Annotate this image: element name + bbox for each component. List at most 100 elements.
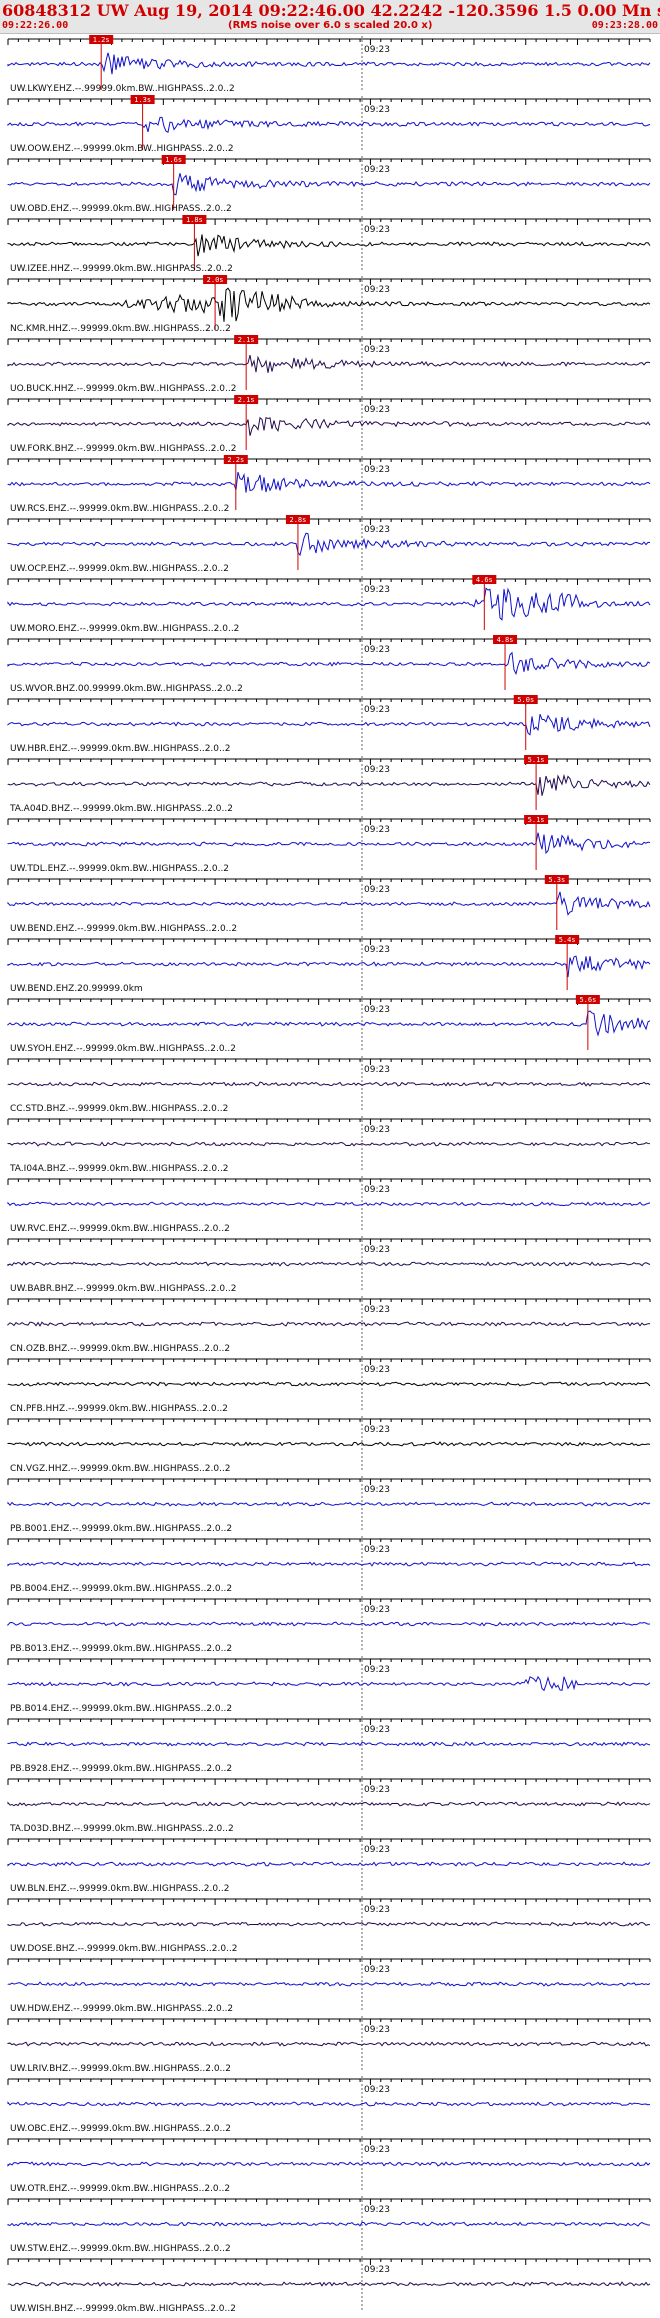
pick-label: 1.8s <box>186 216 203 224</box>
trace-panel: 09:23 PB.B004.EHZ.--.99999.0km.BW..HIGHPA… <box>7 1536 651 1594</box>
trace-panel: 09:23 PB.B928.EHZ.--.99999.0km.BW..HIGHPA… <box>7 1716 651 1774</box>
minute-label: 09:23 <box>364 1485 390 1495</box>
trace-panel: 09:23 UW.STW.EHZ.--.99999.0km.BW..HIGHPAS… <box>7 2196 651 2254</box>
minute-label: 09:23 <box>364 45 390 55</box>
waveform <box>7 287 651 322</box>
waveform <box>7 1861 651 1867</box>
station-label: UW.BEND.EHZ.--.99999.0km.BW..HIGHPASS..2… <box>10 924 237 934</box>
pick-badge <box>203 275 228 284</box>
minute-label: 09:23 <box>364 465 390 475</box>
waveform <box>7 1675 651 1692</box>
station-label: UW.SYOH.EHZ.--.99999.0km.BW..HIGHPASS..2… <box>10 1044 236 1054</box>
waveform <box>7 1741 651 1747</box>
trace-panel: 09:23 2.1s UW.FORK.BHZ.--.99999.0km.BW..HI… <box>7 395 651 454</box>
station-label: UW.LKWY.EHZ.--.99999.0km.BW..HIGHPASS..2… <box>10 84 235 94</box>
trace-panel: 09:23 5.1s TA.A04D.BHZ.--.99999.0km.BW..HI… <box>7 755 651 814</box>
trace-panel: 09:23 PB.B013.EHZ.--.99999.0km.BW..HIGHPA… <box>7 1596 651 1654</box>
minute-label: 09:23 <box>364 2145 390 2155</box>
waveform <box>7 1801 651 1807</box>
station-label: PB.B928.EHZ.--.99999.0km.BW..HIGHPASS..2… <box>10 1764 232 1774</box>
trace-panel: 09:23 1.3s UW.OOW.EHZ.--.99999.0km.BW..HIG… <box>7 95 651 154</box>
trace-panel: 09:237.5sTA.I04A.BHZ.--.99999.0km.BW..HI… <box>7 1116 651 1174</box>
minute-label: 09:23 <box>364 2085 390 2095</box>
station-label: NC.KMR.HHZ.--.99999.0km.BW..HIGHPASS..2.… <box>10 324 231 334</box>
trace-panel: 09:23 5.0s UW.HBR.EHZ.--.99999.0km.BW..HIG… <box>7 695 651 754</box>
minute-label: 09:23 <box>364 705 390 715</box>
waveform <box>7 416 651 436</box>
trace-panel: 09:23 PB.B001.EHZ.--.99999.0km.BW..HIGHPA… <box>7 1476 651 1534</box>
waveform <box>7 1010 651 1037</box>
pick-badge <box>182 215 207 224</box>
trace-panel: 09:23 1.8s UW.IZEE.HHZ.--.99999.0km.BW..HI… <box>7 215 651 274</box>
waveform <box>7 1081 651 1087</box>
waveform <box>7 354 651 373</box>
pick-label: 5.1s <box>528 756 545 764</box>
station-label: UW.MORO.EHZ.--.99999.0km.BW..HIGHPASS..2… <box>10 624 239 634</box>
waveform <box>7 1981 651 1987</box>
station-label: UW.FORK.BHZ.--.99999.0km.BW..HIGHPASS..2… <box>10 444 237 454</box>
station-label: TA.D03D.BHZ.--.99999.0km.BW..HIGHPASS..2… <box>9 1824 234 1834</box>
waveform <box>7 1921 651 1927</box>
waveform <box>7 1261 651 1267</box>
pick-label: 2.1s <box>238 396 255 404</box>
pick-badge <box>89 35 114 44</box>
trace-panel: 09:23 2.8s UW.OCP.EHZ.--.99999.0km.BW..HIG… <box>7 515 651 574</box>
station-label: UW.OBC.EHZ.--.99999.0km.BW..HIGHPASS..2.… <box>10 2124 231 2134</box>
minute-label: 09:23 <box>364 585 390 595</box>
trace-panel: 09:23 2.2s UW.RCS.EHZ.--.99999.0km.BW..HIG… <box>7 455 651 514</box>
waveform <box>7 2221 651 2227</box>
station-label: PB.B014.EHZ.--.99999.0km.BW..HIGHPASS..2… <box>10 1704 232 1714</box>
pick-label: 2.1s <box>238 336 255 344</box>
trace-panel: 09:23 UW.OBC.EHZ.--.99999.0km.BW..HIGHPAS… <box>7 2076 651 2134</box>
pick-badge <box>513 695 538 704</box>
minute-label: 09:23 <box>364 285 390 295</box>
minute-label: 09:23 <box>364 885 390 895</box>
waveform <box>7 651 651 676</box>
waveform <box>7 587 651 621</box>
minute-label: 09:23 <box>364 165 390 175</box>
minute-label: 09:23 <box>364 1845 390 1855</box>
start-time: 09:22:26.00 <box>2 20 69 31</box>
trace-panel: 09:23 2.1s UO.BUCK.HHZ.--.99999.0km.BW..HI… <box>7 335 651 394</box>
minute-label: 09:23 <box>364 1905 390 1915</box>
minute-label: 09:23 <box>364 945 390 955</box>
waveform <box>7 1321 651 1327</box>
station-label: UW.BABR.BHZ.--.99999.0km.BW..HIGHPASS..2… <box>10 1284 237 1294</box>
minute-label: 09:23 <box>364 765 390 775</box>
pick-badge <box>234 335 259 344</box>
pick-label: 2.0s <box>207 276 224 284</box>
minute-label: 09:23 <box>364 1665 390 1675</box>
trace-panel: 09:23 TA.D03D.BHZ.--.99999.0km.BW..HIGHPA… <box>7 1776 651 1834</box>
waveform <box>7 955 651 978</box>
station-label: UW.RCS.EHZ.--.99999.0km.BW..HIGHPASS..2.… <box>10 504 229 514</box>
pick-badge <box>223 455 248 464</box>
trace-panel: 09:23 UW.HDW.EHZ.--.99999.0km.BW..HIGHPAS… <box>7 1956 651 2014</box>
station-label: PB.B004.EHZ.--.99999.0km.BW..HIGHPASS..2… <box>10 1584 232 1594</box>
pick-badge <box>161 155 186 164</box>
station-label: UW.RVC.EHZ.--.99999.0km.BW..HIGHPASS..2.… <box>10 1224 230 1234</box>
minute-label: 09:23 <box>364 2025 390 2035</box>
minute-label: 09:23 <box>364 1305 390 1315</box>
minute-label: 09:23 <box>364 1965 390 1975</box>
station-label: UW.OBD.EHZ.--.99999.0km.BW..HIGHPASS..2.… <box>10 204 232 214</box>
station-label: UO.BUCK.HHZ.--.99999.0km.BW..HIGHPASS..2… <box>10 384 236 394</box>
trace-panel: 09:23 5.6s UW.SYOH.EHZ.--.99999.0km.BW..HI… <box>7 995 651 1054</box>
minute-label: 09:23 <box>364 1245 390 1255</box>
minute-label: 09:23 <box>364 405 390 415</box>
minute-label: 09:23 <box>364 1785 390 1795</box>
waveform <box>7 1381 651 1387</box>
minute-label: 09:23 <box>364 1725 390 1735</box>
trace-panel: 09:23 4.6s UW.MORO.EHZ.--.99999.0km.BW..HI… <box>7 575 651 634</box>
station-label: CN.OZB.BHZ.--.99999.0km.BW..HIGHPASS..2.… <box>10 1344 230 1354</box>
station-label: UW.IZEE.HHZ.--.99999.0km.BW..HIGHPASS..2… <box>10 264 233 274</box>
minute-label: 09:23 <box>364 1365 390 1375</box>
pick-badge <box>234 395 259 404</box>
station-label: UW.BEND.EHZ.20.99999.0km <box>10 984 143 994</box>
trace-panel: 09:23 1.2s UW.LKWY.EHZ.--.99999.0km.BW..HI… <box>7 35 651 94</box>
station-label: TA.A04D.BHZ.--.99999.0km.BW..HIGHPASS..2… <box>9 804 233 814</box>
waveform <box>7 52 651 75</box>
event-title: 60848312 UW Aug 19, 2014 09:22:46.00 42.… <box>2 1 660 20</box>
trace-panel: 09:237.5sUW.RVC.EHZ.--.99999.0km.BW..HIG… <box>7 1176 651 1234</box>
minute-label: 09:23 <box>364 1185 390 1195</box>
pick-label: 2.8s <box>290 516 307 524</box>
